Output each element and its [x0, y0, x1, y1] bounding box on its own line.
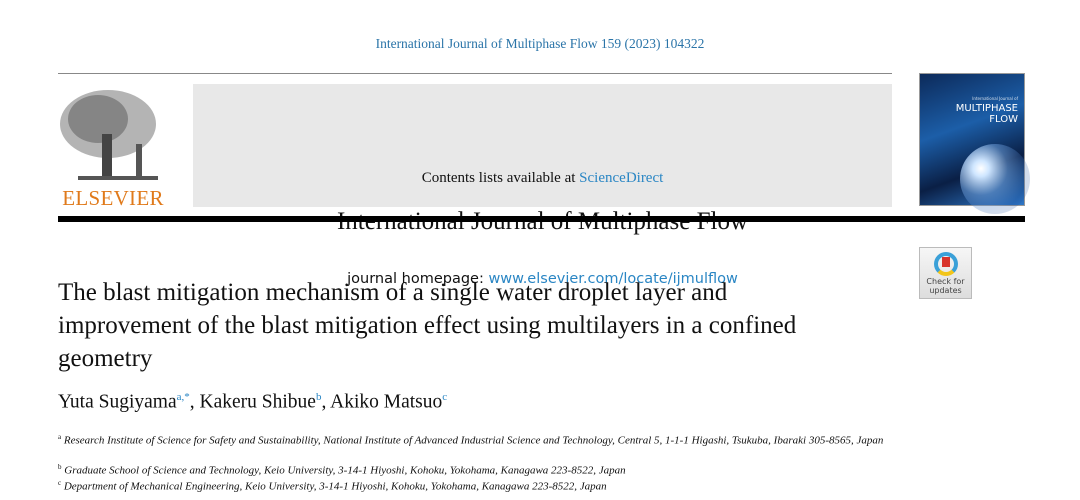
- check-for-updates-button[interactable]: Check for updates: [919, 247, 972, 299]
- author-sup[interactable]: b: [315, 391, 322, 403]
- affiliation-text: Research Institute of Science for Safety…: [63, 434, 884, 447]
- affiliation-mark: c: [58, 479, 62, 487]
- affiliation-mark: a: [58, 433, 62, 441]
- cover-title: MULTIPHASE FLOW: [956, 103, 1018, 125]
- cover-title-line2: FLOW: [989, 114, 1018, 125]
- header-bar: [58, 216, 1025, 222]
- journal-cover[interactable]: International Journal of MULTIPHASE FLOW: [919, 73, 1030, 214]
- contents-prefix: Contents lists available at: [421, 170, 580, 186]
- journal-title: International Journal of Multiphase Flow: [193, 208, 892, 236]
- bubble-graphic: [960, 144, 1030, 214]
- affiliation: c Department of Mechanical Engineering, …: [58, 476, 898, 495]
- crossmark-icon: [933, 252, 958, 276]
- author-sup[interactable]: c: [442, 391, 448, 403]
- tree-icon: [60, 90, 158, 180]
- homepage-link[interactable]: www.elsevier.com/locate/ijmulflow: [488, 271, 738, 287]
- check-label-2: updates: [929, 286, 962, 295]
- article-title: The blast mitigation mechanism of a sing…: [58, 279, 797, 372]
- elsevier-wordmark: ELSEVIER: [62, 186, 164, 210]
- affiliation-text: Department of Mechanical Engineering, Ke…: [63, 480, 607, 493]
- author[interactable]: Kakeru Shibue: [199, 391, 316, 413]
- cover-subtitle: International Journal of: [972, 96, 1018, 101]
- journal-citation[interactable]: International Journal of Multiphase Flow…: [375, 36, 705, 51]
- homepage-prefix: journal homepage:: [347, 271, 489, 287]
- divider: [58, 73, 892, 74]
- author-list: Yuta Sugiyamaa,*, Kakeru Shibueb, Akiko …: [58, 391, 448, 413]
- author[interactable]: Akiko Matsuo: [330, 391, 443, 413]
- affiliation: b Graduate School of Science and Technol…: [58, 460, 898, 479]
- affiliation: a Research Institute of Science for Safe…: [58, 430, 898, 449]
- author[interactable]: Yuta Sugiyama: [58, 391, 177, 413]
- affiliation-text: Graduate School of Science and Technolog…: [64, 464, 626, 477]
- affiliation-mark: b: [58, 463, 62, 471]
- elsevier-tree-logo[interactable]: [58, 84, 168, 208]
- homepage-line: journal homepage: www.elsevier.com/locat…: [193, 271, 892, 287]
- check-label-1: Check for: [926, 277, 965, 286]
- journal-header: Contents lists available at ScienceDirec…: [193, 84, 892, 287]
- sciencedirect-link[interactable]: ScienceDirect: [579, 170, 664, 186]
- author-sup[interactable]: a,*: [176, 391, 190, 403]
- cover-title-line1: MULTIPHASE: [955, 103, 1018, 114]
- contents-line: Contents lists available at ScienceDirec…: [193, 170, 892, 187]
